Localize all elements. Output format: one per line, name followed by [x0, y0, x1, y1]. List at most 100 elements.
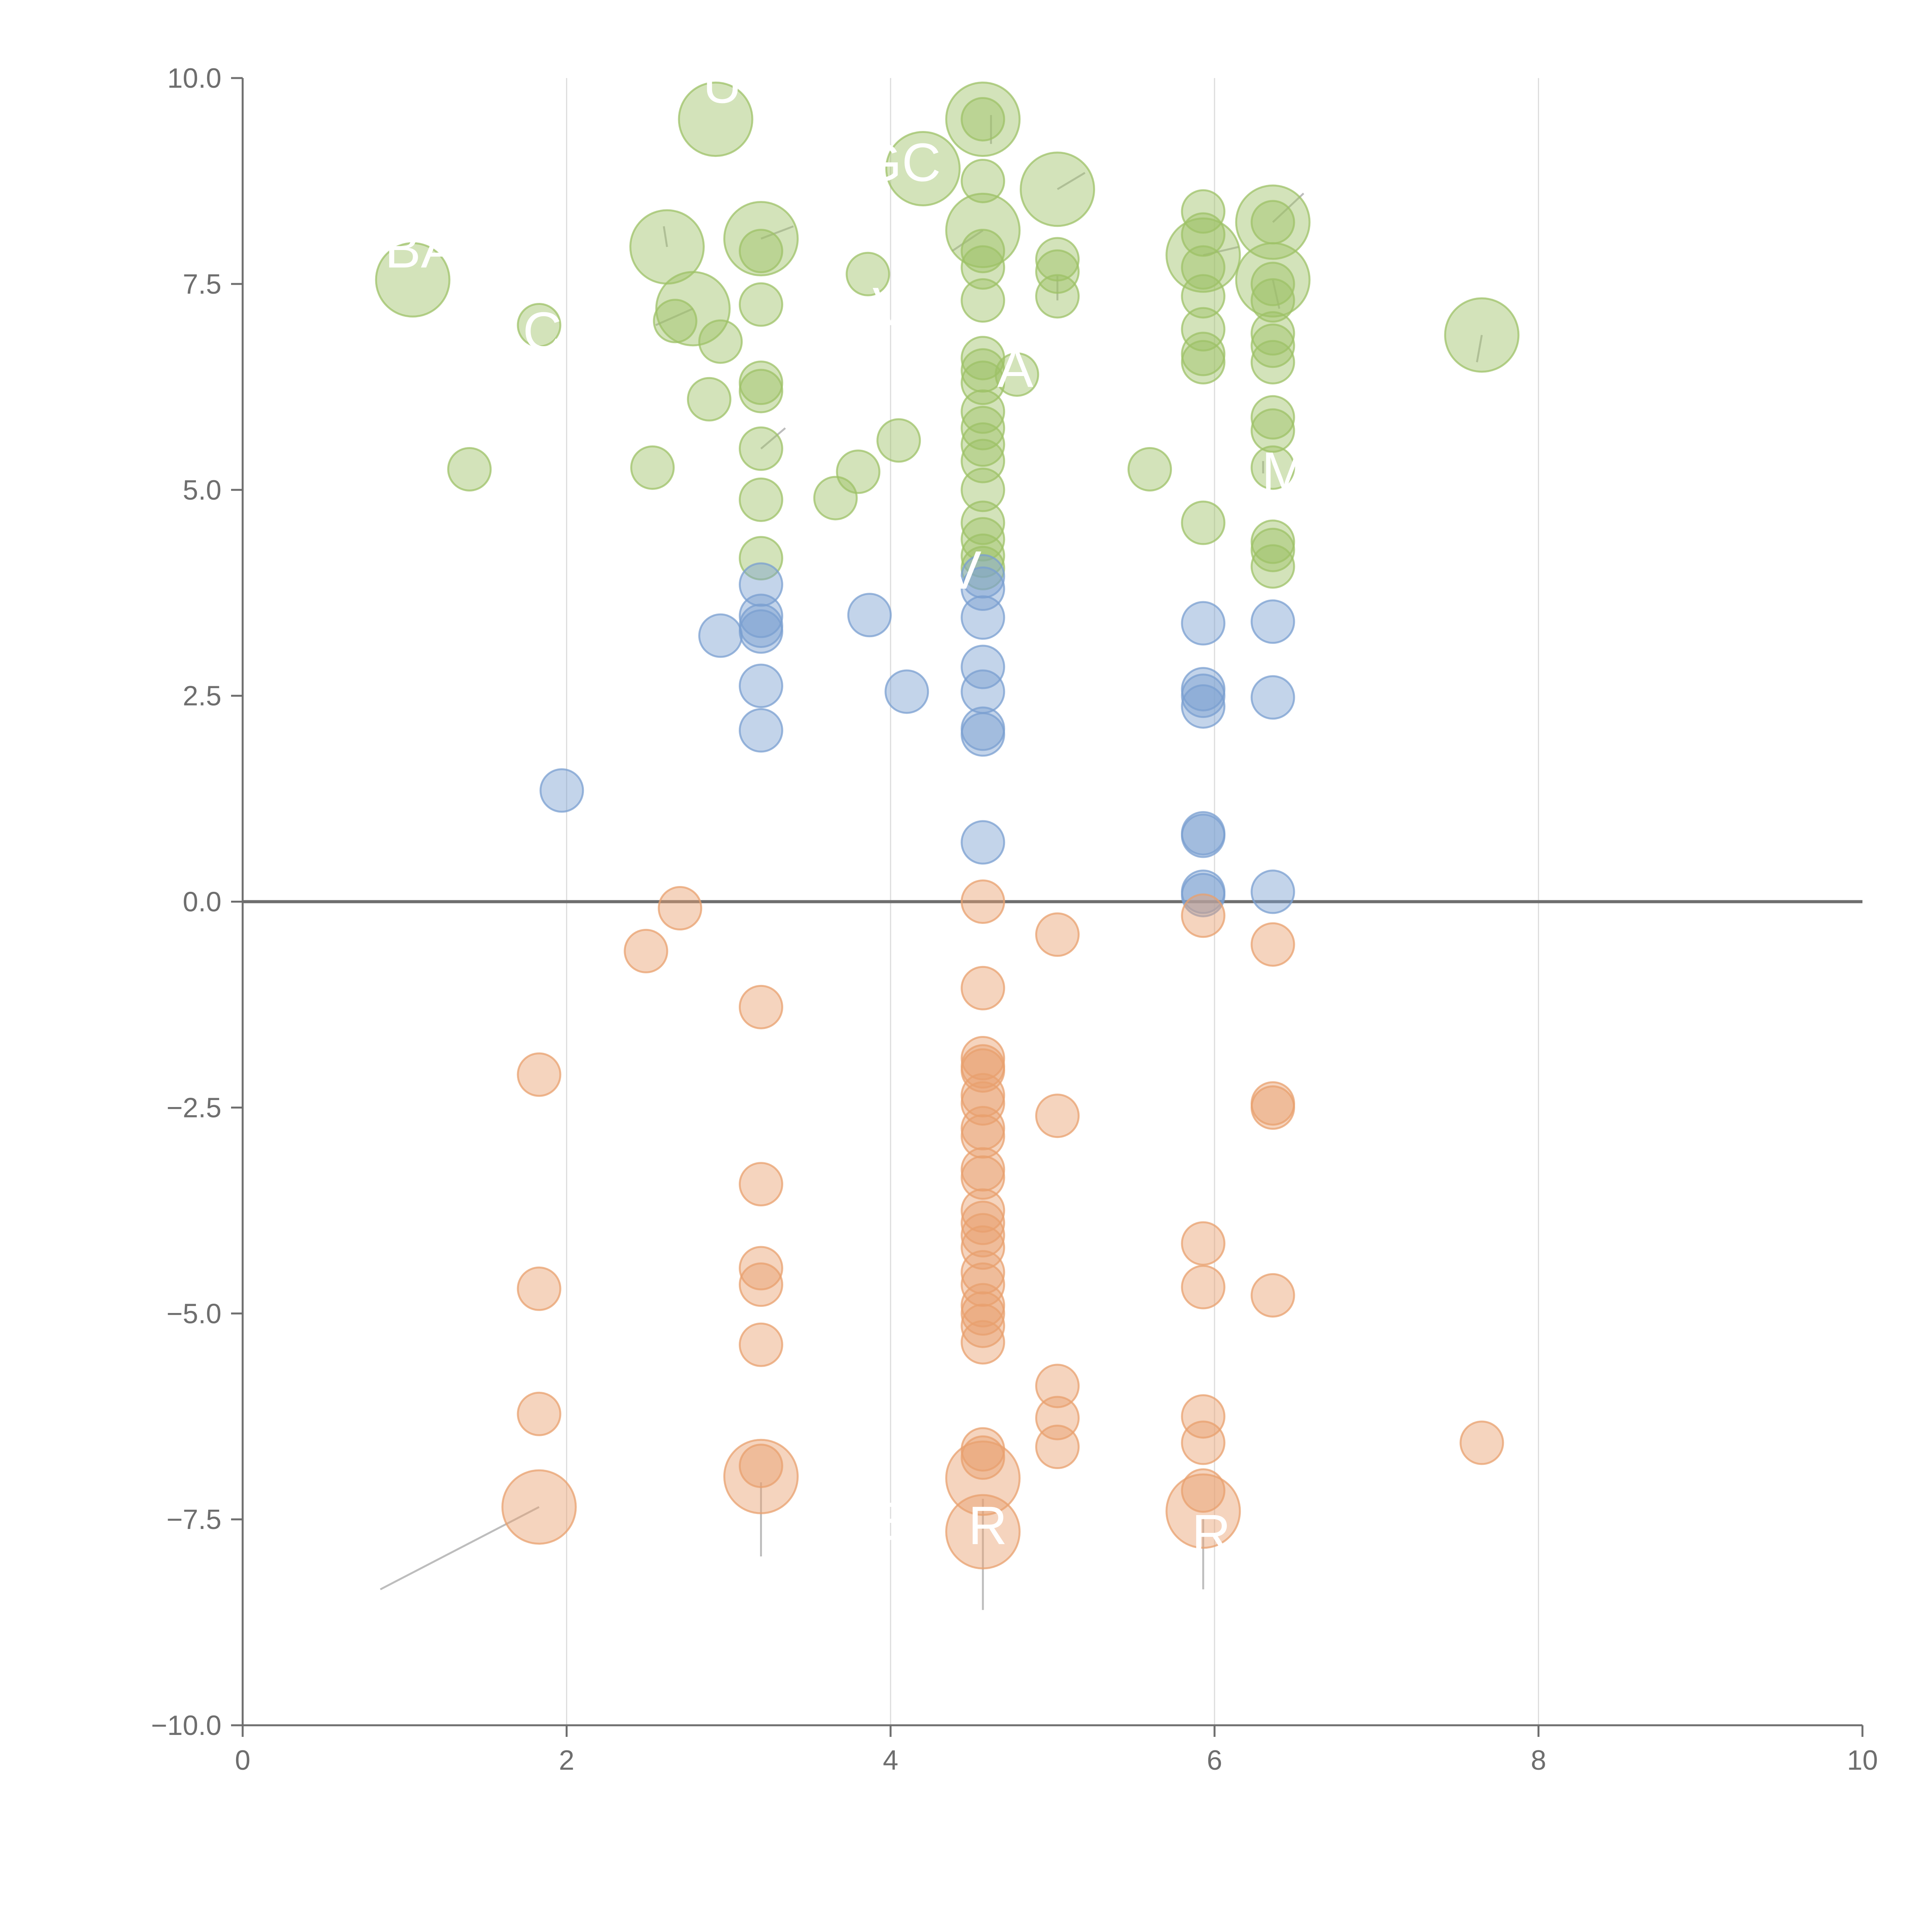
data-point-high-16 [738, 477, 783, 522]
data-point-high-19 [836, 449, 881, 494]
leader-lines [380, 115, 1483, 1610]
data-point-mid-20 [1181, 673, 1226, 718]
data-point-high-42 [995, 352, 1039, 397]
data-point-low-11 [738, 1444, 783, 1488]
data-point-high-67 [1250, 445, 1295, 490]
x-tick-label-5: 10 [1847, 1745, 1878, 1776]
leader-line-6 [760, 225, 794, 240]
data-point-high-60 [1250, 262, 1295, 306]
data-point-high-55 [1181, 340, 1226, 384]
data-point-low-12 [723, 1439, 799, 1514]
data-point-high-57 [1235, 184, 1311, 260]
data-point-mid-0 [539, 768, 584, 813]
point-label-4: M [1262, 441, 1307, 502]
y-tick-label-8: −10.0 [151, 1710, 221, 1741]
data-point-high-23 [945, 82, 1021, 157]
data-point-high-29 [961, 278, 1005, 323]
data-point-high-15 [738, 426, 783, 471]
data-point-mid-6 [738, 663, 783, 708]
leader-line-14 [1476, 335, 1483, 362]
data-point-high-24 [961, 97, 1005, 142]
data-point-high-37 [961, 468, 1005, 512]
data-point-mid-16 [961, 712, 1005, 757]
data-point-high-31 [961, 348, 1005, 393]
data-point-low-52 [1250, 1085, 1295, 1130]
data-point-mid-5 [738, 609, 783, 654]
data-point-high-22 [885, 131, 961, 206]
y-tick-label-4: 0.0 [183, 887, 221, 918]
leader-line-11 [1203, 246, 1239, 256]
y-tick-label-6: −5.0 [167, 1298, 221, 1329]
leader-line-7 [951, 230, 984, 252]
data-point-high-48 [1181, 189, 1226, 234]
point-label-8: V [872, 276, 908, 337]
data-point-low-36 [945, 1440, 1021, 1516]
point-label-5: V [946, 540, 981, 600]
data-point-mid-9 [884, 669, 929, 714]
data-point-high-10 [723, 201, 799, 277]
data-point-low-28 [961, 1250, 1005, 1295]
point-label-9: I [548, 111, 563, 172]
leader-line-9 [1057, 172, 1086, 190]
data-point-low-10 [738, 1322, 783, 1367]
data-point-high-14 [738, 369, 783, 413]
data-point-mid-10 [961, 554, 1005, 599]
data-point-high-12 [738, 282, 783, 327]
data-point-high-56 [1181, 500, 1226, 545]
point-label-1: PU [667, 54, 742, 114]
data-point-mid-13 [961, 645, 1005, 689]
data-point-mid-12 [961, 595, 1005, 640]
point-label-2: GC [860, 132, 941, 192]
x-tick-label-3: 6 [1207, 1745, 1222, 1776]
data-point-high-3 [630, 445, 675, 490]
data-point-high-71 [1444, 297, 1520, 373]
data-point-low-21 [961, 1114, 1005, 1159]
data-point-high-45 [1035, 249, 1080, 294]
data-point-high-18 [813, 476, 858, 520]
data-point-high-69 [1250, 527, 1295, 572]
x-tick-label-1: 2 [559, 1745, 574, 1776]
y-tick-label-5: −2.5 [167, 1092, 221, 1123]
data-point-mid-27 [1250, 675, 1295, 720]
y-tick-label-2: 5.0 [183, 475, 221, 506]
y-tick-label-3: 2.5 [183, 681, 221, 712]
data-point-low-53 [1250, 1273, 1295, 1318]
data-point-low-2 [517, 1391, 561, 1436]
point-label-7: E [869, 1491, 905, 1551]
data-point-high-0 [375, 242, 451, 318]
data-point-high-50 [1165, 217, 1241, 293]
data-point-high-58 [1250, 200, 1295, 245]
data-point-mid-26 [1250, 599, 1295, 644]
data-point-low-0 [517, 1052, 561, 1097]
data-point-high-70 [1250, 544, 1295, 589]
data-point-low-27 [961, 1225, 1005, 1270]
point-label-10: I [548, 218, 563, 279]
data-point-low-7 [738, 1162, 783, 1207]
data-point-low-50 [1250, 922, 1295, 967]
data-point-high-61 [1250, 278, 1295, 323]
data-point-high-11 [738, 229, 783, 274]
data-point-high-44 [1035, 237, 1080, 282]
data-point-high-17 [738, 536, 783, 581]
data-point-low-39 [1035, 1094, 1080, 1138]
data-point-high-52 [1181, 274, 1226, 319]
y-tick-label-7: −7.5 [167, 1504, 221, 1535]
data-point-mid-8 [847, 593, 892, 638]
data-point-high-46 [1035, 274, 1080, 319]
data-point-mid-17 [961, 820, 1005, 865]
point-label-6: C [523, 301, 562, 361]
data-point-low-3 [501, 1469, 577, 1545]
data-point-low-23 [961, 1155, 1005, 1200]
data-point-low-6 [738, 985, 783, 1029]
data-point-low-35 [961, 1435, 1005, 1480]
data-point-high-1 [447, 447, 492, 492]
point-label-11: A [997, 338, 1034, 398]
data-point-low-37 [945, 1494, 1021, 1570]
data-point-high-25 [961, 158, 1005, 203]
data-point-high-47 [1128, 447, 1172, 492]
leader-line-15 [760, 427, 786, 450]
data-point-low-40 [1035, 1364, 1080, 1408]
data-point-high-66 [1250, 408, 1295, 453]
tick-labels: 0 2 4 6 8 10 10.0 7.5 5.0 2.5 0.0 −2.5 −5.0 −7.5 −10.0 [151, 63, 1878, 1776]
